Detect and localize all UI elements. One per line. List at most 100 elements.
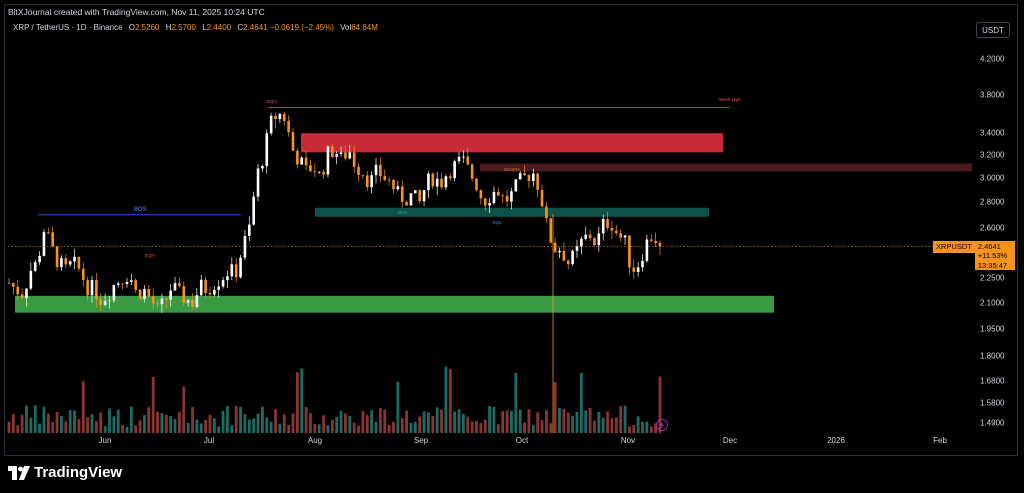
candle-body bbox=[492, 191, 496, 204]
candle-body bbox=[566, 260, 570, 265]
high-label: H bbox=[165, 23, 172, 32]
volume-bar bbox=[387, 424, 391, 433]
volume-bar bbox=[536, 412, 540, 433]
price-tick: 2.6000 bbox=[980, 223, 1005, 233]
volume-bar bbox=[309, 413, 312, 433]
volume-bar bbox=[427, 412, 430, 433]
time-axis[interactable]: Jun Jul Aug Sep Oct Nov Dec 2026 Feb bbox=[5, 434, 973, 448]
candle-body bbox=[160, 298, 164, 305]
candle-body bbox=[186, 299, 190, 303]
currency-button[interactable]: USDT bbox=[976, 22, 1010, 38]
volume-bar bbox=[116, 409, 120, 433]
volume-bar bbox=[195, 419, 199, 433]
candle-body bbox=[248, 224, 251, 236]
volume-bar bbox=[191, 407, 194, 433]
candle-body bbox=[396, 186, 400, 190]
volume-bar bbox=[29, 417, 33, 433]
candle-body bbox=[90, 279, 94, 296]
price-axis[interactable]: 4.2000 3.8000 3.4000 3.2000 3.0000 2.800… bbox=[972, 42, 1018, 442]
candle-body bbox=[287, 120, 290, 133]
candle-body bbox=[269, 115, 273, 134]
volume-bar bbox=[20, 414, 24, 433]
candle-body bbox=[317, 171, 321, 173]
volume-bar bbox=[610, 418, 614, 433]
candle-body bbox=[387, 179, 391, 181]
volume-bar bbox=[339, 410, 343, 433]
volume-bar bbox=[466, 416, 470, 433]
candle-body bbox=[348, 152, 352, 159]
high-value: 2.5700 bbox=[171, 23, 196, 32]
open-label: O bbox=[128, 23, 135, 32]
candle-body bbox=[322, 171, 325, 175]
candle-body bbox=[143, 288, 146, 300]
volume-bar bbox=[99, 412, 103, 433]
candle-body bbox=[632, 267, 636, 272]
candle-body bbox=[414, 190, 417, 194]
volume-bar bbox=[357, 425, 360, 433]
candle-body bbox=[47, 232, 50, 233]
volume-bar bbox=[322, 415, 325, 433]
volume-bar bbox=[326, 425, 330, 433]
candle-body bbox=[81, 268, 85, 281]
volume-bar bbox=[269, 421, 273, 433]
candle-body bbox=[25, 288, 28, 299]
last-price-box: 2.4641 +11.53% 13:35:47 bbox=[974, 241, 1015, 270]
candle-body bbox=[130, 280, 133, 283]
candle-body bbox=[435, 178, 439, 187]
volume-bar bbox=[628, 426, 631, 433]
price-tick: 1.8000 bbox=[980, 351, 1005, 361]
candle-body bbox=[457, 156, 461, 162]
candle-body bbox=[234, 264, 238, 278]
candle-body bbox=[444, 176, 448, 188]
volume-bar bbox=[540, 420, 544, 433]
price-tick: 1.5800 bbox=[980, 398, 1005, 408]
volume-bar bbox=[492, 406, 496, 433]
candle-body bbox=[42, 232, 46, 256]
candle-body bbox=[265, 133, 269, 166]
open-value: 2.5260 bbox=[135, 23, 160, 32]
volume-bar bbox=[60, 416, 63, 433]
volume-bar bbox=[55, 412, 59, 433]
candle-body bbox=[466, 156, 470, 165]
candle-body bbox=[649, 239, 653, 241]
bolt-icon[interactable]: ⚡ bbox=[656, 419, 668, 431]
volume-bar bbox=[173, 418, 177, 433]
candle-body bbox=[344, 152, 347, 159]
candle-body bbox=[352, 152, 356, 167]
volume-bar bbox=[199, 423, 203, 433]
volume-bar bbox=[230, 425, 234, 433]
candle-body bbox=[335, 153, 338, 157]
volume-bar bbox=[282, 414, 286, 433]
volume-bar bbox=[287, 424, 291, 433]
candle-body bbox=[261, 165, 264, 169]
candle-body bbox=[619, 233, 622, 238]
symbol-name[interactable]: XRP / TetherUS · 1D · Binance bbox=[13, 23, 123, 32]
time-tick: Jul bbox=[203, 436, 215, 445]
candle-body bbox=[64, 258, 68, 265]
volume-bar bbox=[164, 414, 168, 433]
volume-bar bbox=[614, 417, 618, 433]
candle-body bbox=[256, 168, 260, 197]
volume-label: Vol bbox=[340, 23, 352, 32]
low-value: 2.4400 bbox=[206, 23, 232, 32]
chart-frame bbox=[4, 4, 1018, 456]
volume-bar bbox=[274, 409, 277, 433]
candle-body bbox=[313, 171, 317, 173]
symbol-info-bar: XRP / TetherUS · 1D · Binance O2.5260 H2… bbox=[13, 23, 378, 32]
candle-body bbox=[213, 289, 216, 295]
last-price-change: +11.53% bbox=[977, 251, 1008, 261]
candle-body bbox=[405, 201, 408, 206]
volume-bar bbox=[440, 409, 443, 433]
price-tick: 2.8000 bbox=[980, 197, 1005, 207]
volume-bar bbox=[588, 408, 592, 433]
volume-bar bbox=[247, 419, 251, 433]
candle-body bbox=[278, 113, 282, 120]
candle-body bbox=[545, 206, 548, 219]
candle-body bbox=[204, 279, 207, 294]
volume-bar bbox=[335, 416, 339, 433]
bos-small-label: BOS bbox=[398, 210, 408, 215]
candle-body bbox=[501, 195, 505, 197]
volume-bar bbox=[435, 407, 439, 433]
volume-bar bbox=[501, 411, 505, 433]
